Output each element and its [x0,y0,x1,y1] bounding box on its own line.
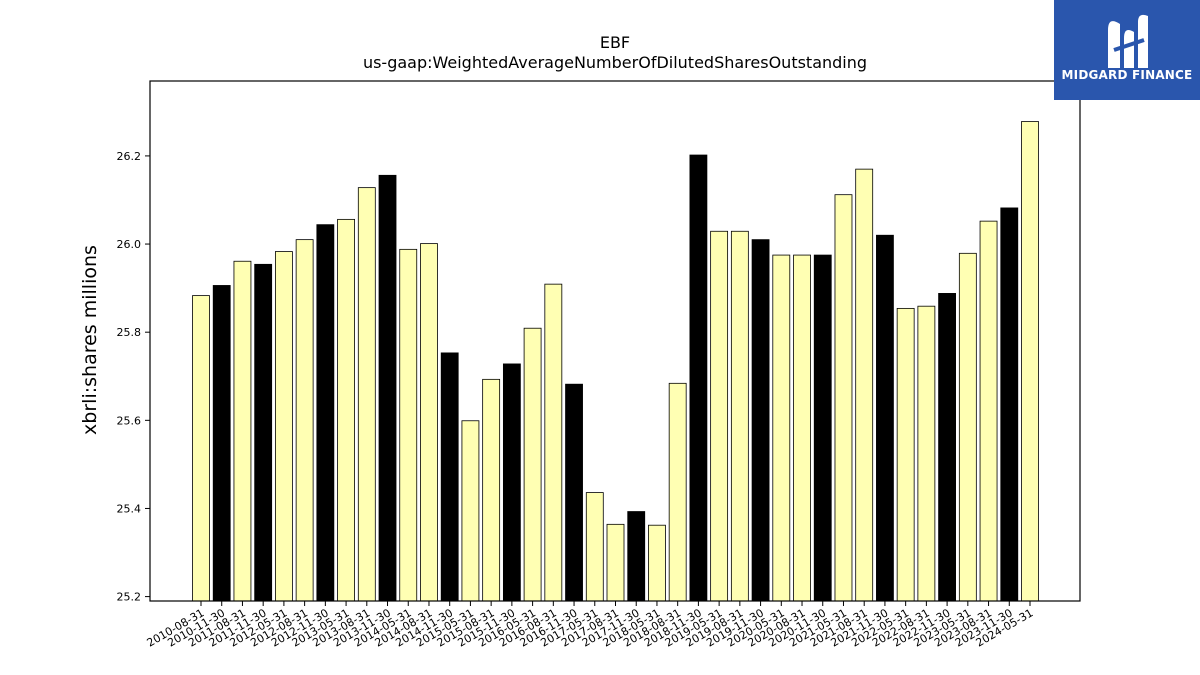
bar-2013-08-31 [357,187,376,602]
chart-title: EBF [600,33,630,52]
x-ticks-group: 2010-08-312010-11-302011-08-312011-11-30… [145,601,1036,650]
bar-2012-08-31 [295,239,314,602]
chart-subtitle: us-gaap:WeightedAverageNumberOfDilutedSh… [363,53,867,72]
bar-2010-11-30 [212,285,231,602]
bars-group [192,121,1039,602]
bar-2011-08-31 [233,260,252,602]
bar-2012-11-30 [316,224,335,602]
y-tick-label: 25.4 [117,502,142,515]
brand-logo: MIDGARD FINANCE [1054,0,1200,100]
bar-2021-05-31 [834,194,853,602]
bar-2017-11-30 [627,511,646,602]
bar-2024-05-31 [1021,121,1039,602]
y-tick-label: 25.8 [117,326,142,339]
brand-name: MIDGARD FINANCE [1061,68,1193,82]
bar-2015-11-30 [502,363,521,602]
bar-2023-11-30 [1000,207,1019,602]
bar-2013-11-30 [378,174,397,602]
bar-2022-08-31 [917,305,936,602]
plot-frame [149,80,1081,602]
y-tick-label: 26.2 [117,150,142,163]
bar-2011-11-30 [254,263,273,602]
bar-2022-05-31 [896,307,915,602]
y-axis-label: xbrli:shares millions [79,245,101,435]
bar-2020-08-31 [793,254,811,602]
bar-2016-08-31 [544,283,563,602]
bar-2021-11-30 [876,234,894,602]
bar-2019-11-30 [751,239,770,602]
bar-2015-05-31 [461,420,480,602]
bar-2019-08-31 [730,230,749,602]
bar-2014-11-30 [440,352,459,602]
bar-2012-05-31 [274,251,293,602]
y-ticks-group: 25.2 25.4 25.6 25.8 26.0 26.2 [117,150,150,604]
bar-2020-11-30 [813,254,832,602]
y-tick-label: 25.2 [117,591,142,604]
y-tick-label: 25.6 [117,414,142,427]
bar-2013-05-31 [337,218,355,602]
bar-2023-05-31 [958,252,977,602]
bar-2017-05-31 [585,492,604,602]
bar-2014-08-31 [420,243,438,602]
bar-2017-08-31 [606,523,625,602]
bar-2016-11-30 [565,383,583,602]
bar-2016-05-31 [523,327,542,602]
bar-2014-05-31 [399,248,418,602]
bar-2022-11-30 [938,293,956,602]
bar-2021-08-31 [855,168,874,602]
bar-2018-05-31 [648,524,666,602]
bar-2018-08-31 [668,382,687,602]
bar-2020-05-31 [772,254,791,602]
y-tick-label: 26.0 [117,238,142,251]
midgard-m-logo-icon [1108,14,1148,68]
bar-2019-05-31 [710,230,729,602]
bar-2015-08-31 [482,378,501,602]
bar-2010-08-31 [192,295,210,602]
bar-2023-08-31 [979,220,998,602]
bar-2018-11-30 [689,154,708,602]
